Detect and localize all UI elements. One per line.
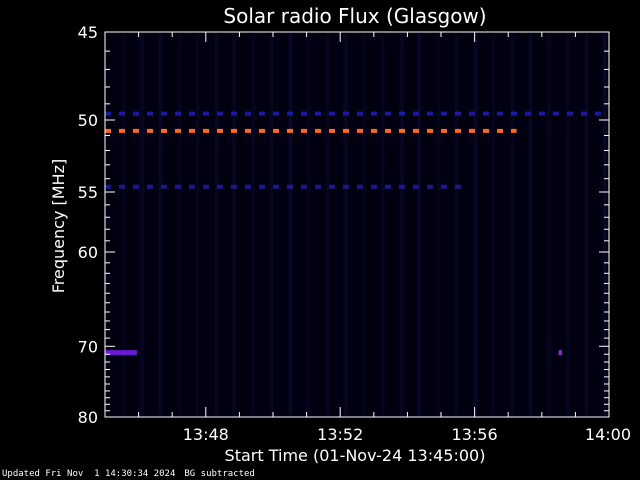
spectral-features (105, 111, 609, 356)
y-tick-label: 70 (78, 337, 98, 356)
y-tick-label: 50 (78, 111, 98, 130)
x-tick-label: 13:52 (317, 425, 363, 444)
plot-frame (104, 31, 610, 418)
x-tick-label: 13:48 (183, 425, 229, 444)
x-axis-label: Start Time (01-Nov-24 13:45:00) (225, 446, 486, 465)
y-tick-label: 60 (78, 243, 98, 262)
background-streaks (106, 34, 607, 415)
x-tick-label: 14:00 (585, 425, 631, 444)
y-tick-label: 80 (78, 408, 98, 427)
chart-title: Solar radio Flux (Glasgow) (223, 4, 486, 28)
y-tick-label: 55 (78, 183, 98, 202)
y-axis: 45 50 55 60 70 80 (78, 23, 609, 427)
y-axis-label: Frequency [MHz] (49, 159, 68, 293)
y-tick-label: 45 (78, 23, 98, 42)
background-note: BG subtracted (184, 469, 255, 479)
x-tick-label: 13:56 (452, 425, 498, 444)
plot-area (105, 32, 609, 417)
x-axis: 13:48 13:52 13:56 14:00 (104, 32, 631, 444)
updated-timestamp: Updated Fri Nov 1 14:30:34 2024 (2, 469, 176, 479)
footer: Updated Fri Nov 1 14:30:34 2024 BG subtra… (2, 469, 264, 479)
